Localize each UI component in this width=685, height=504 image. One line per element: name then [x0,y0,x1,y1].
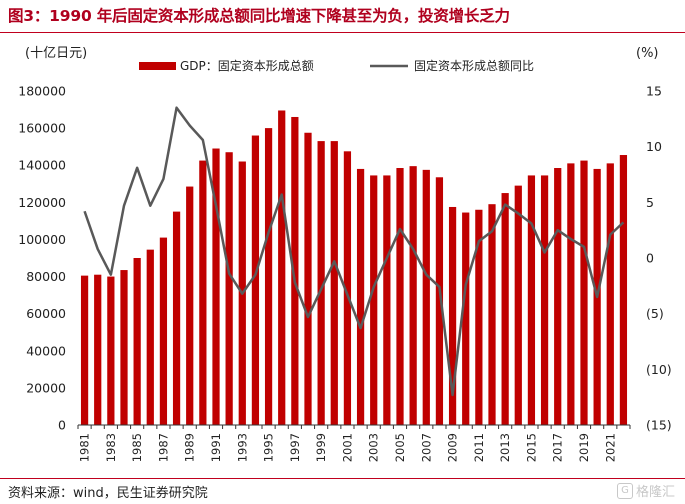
bar-2016 [540,175,549,425]
left-axis-unit: (十亿日元) [25,46,87,61]
source-note: 资料来源：wind，民生证券研究院 [8,486,208,501]
x-tick-label: 1993 [235,433,249,462]
bar-series [80,110,628,426]
bar-1994 [251,135,260,425]
right-y-tick-label: 15 [646,84,662,99]
bar-1992 [225,152,233,426]
x-tick-label: 1989 [183,433,197,462]
left-y-tick-label: 20000 [26,380,66,395]
watermark-logo-icon: G [616,482,633,499]
left-y-tick-label: 100000 [18,232,66,247]
x-tick-label: 2015 [524,433,538,462]
bar-2015 [527,175,536,425]
x-tick-label: 1981 [78,433,92,462]
x-tick-label: 1999 [314,433,328,462]
left-y-axis: 0 20000 40000 60000 80000 100000 120000 140000 1… [18,84,66,433]
x-tick-label: 2005 [393,433,407,462]
bar-2002 [356,168,365,425]
left-y-tick-label: 60000 [26,306,66,321]
bar-1997 [291,116,299,425]
x-tick-label: 1985 [130,433,144,462]
bar-1995 [264,128,273,426]
bar-1990 [199,160,207,425]
bar-1985 [133,258,141,425]
watermark: G 格隆汇 [616,481,675,500]
right-y-tick-label: 0 [646,251,654,266]
bar-2017 [554,168,562,425]
bar-1996 [278,110,286,425]
title-divider [0,32,685,33]
left-y-tick-label: 180000 [18,84,66,99]
bar-2018 [567,163,575,425]
x-axis-ticks: 1981 1983 1985 1987 1989 1991 1993 1995 1997 1999… [77,425,631,462]
legend-bar-swatch [139,62,176,70]
legend: GDP：固定资本形成总额 固定资本形成总额同比 [139,58,534,73]
bar-2014 [514,185,522,425]
right-y-tick-label: (15) [646,418,672,433]
bar-2003 [370,175,378,425]
x-tick-label: 2021 [603,433,617,462]
right-axis-unit: (%) [636,46,659,61]
bar-1988 [172,211,181,425]
bar-1999 [317,141,325,425]
x-tick-label: 2001 [340,433,354,462]
growth-line [83,106,625,397]
x-tick-label: 1997 [288,433,302,462]
right-y-tick-label: 5 [646,195,654,210]
bar-2011 [475,209,483,425]
left-y-tick-label: 140000 [18,158,66,173]
bar-1983 [107,276,115,425]
left-y-tick-label: 160000 [18,121,66,136]
bar-2010 [462,212,470,425]
bar-1998 [304,132,312,425]
bar-2019 [580,160,588,425]
line-series [83,106,625,397]
x-tick-label: 1991 [209,433,223,462]
bar-1989 [186,186,194,425]
right-y-axis: (15) (10) (5) 0 5 10 15 [646,84,672,433]
bar-1981 [80,275,89,425]
bar-1982 [94,274,102,425]
left-y-tick-label: 40000 [26,343,66,358]
bar-1991 [212,148,220,425]
legend-line-label: 固定资本形成总额同比 [414,58,534,73]
x-tick-label: 1983 [104,433,118,462]
x-tick-label: 2007 [419,433,433,462]
bar-2006 [409,166,417,425]
x-tick-label: 1995 [262,433,276,462]
bar-2004 [383,175,391,425]
bar-1984 [120,270,128,425]
right-y-tick-label: 10 [646,139,662,154]
bar-2022 [619,155,628,425]
x-tick-label: 2009 [446,433,460,462]
bar-2001 [343,151,352,425]
combo-chart: (十亿日元) (%) GDP：固定资本形成总额 固定资本形成总额同比 1981 1… [18,46,672,462]
left-y-tick-label: 80000 [26,269,66,284]
bar-2021 [606,163,614,425]
bar-2000 [330,141,338,425]
x-tick-label: 1987 [156,433,170,462]
bar-2009 [448,206,457,425]
bar-2008 [435,177,444,425]
left-y-tick-label: 0 [58,418,66,433]
x-tick-label: 2019 [577,433,591,462]
right-y-tick-label: (10) [646,362,672,377]
bar-2012 [488,204,496,425]
x-tick-label: 2013 [498,433,512,462]
bar-2007 [422,169,430,425]
x-tick-label: 2011 [472,433,486,462]
watermark-text: 格隆汇 [635,485,675,500]
bar-2013 [501,193,509,425]
left-y-tick-label: 120000 [18,195,66,210]
bar-2005 [396,168,404,425]
right-y-tick-label: (5) [646,306,664,321]
chart-title: 图3：1990 年后固定资本形成总额同比增速下降甚至为负，投资增长乏力 [8,7,510,25]
legend-bar-label: GDP：固定资本形成总额 [180,58,314,73]
x-tick-label: 2003 [367,433,381,462]
x-tick-label: 2017 [551,433,565,462]
footer-divider [0,478,685,479]
bar-1986 [146,249,154,425]
bar-1987 [159,237,168,425]
